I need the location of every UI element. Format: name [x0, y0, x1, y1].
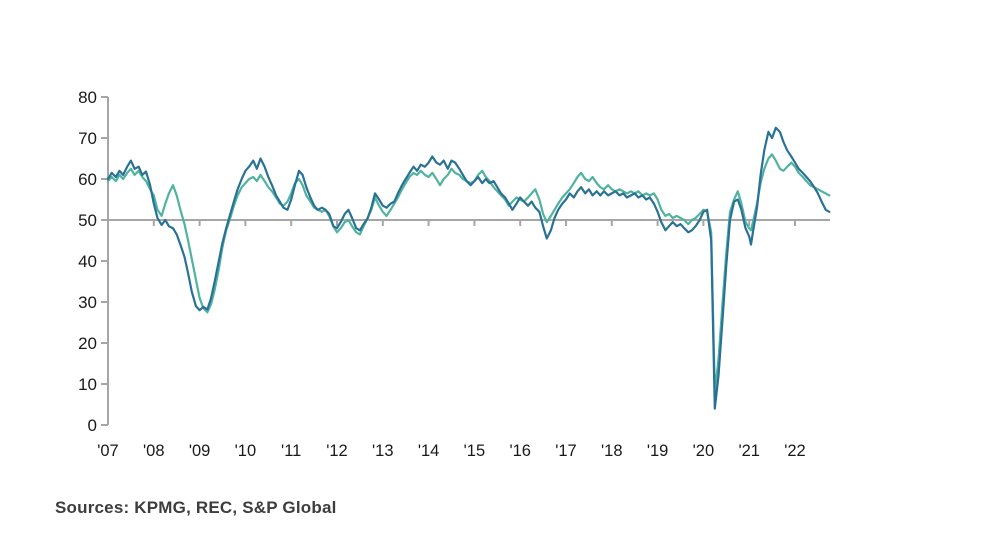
y-tick-label: 30 — [78, 293, 97, 312]
x-tick-label: '22 — [784, 442, 806, 460]
y-tick-label: 10 — [78, 375, 97, 394]
x-tick-label: '11 — [281, 442, 301, 460]
x-tick-label: '17 — [555, 442, 577, 460]
x-tick-label: '10 — [235, 442, 257, 460]
x-tick-label: '13 — [372, 442, 394, 460]
x-tick-label: '09 — [189, 442, 211, 460]
y-tick-label: 20 — [78, 334, 97, 353]
x-tick-label: '16 — [509, 442, 531, 460]
source-attribution: Sources: KPMG, REC, S&P Global — [55, 498, 337, 517]
x-tick-label: '12 — [326, 442, 348, 460]
x-tick-label: '14 — [418, 442, 440, 460]
x-tick-label: '15 — [464, 442, 486, 460]
x-tick-label: '21 — [738, 442, 760, 460]
y-tick-label: 50 — [78, 211, 97, 230]
y-tick-label: 40 — [78, 252, 97, 271]
series-dark-blue-line — [106, 126, 831, 410]
y-tick-label: 60 — [78, 170, 97, 189]
y-tick-label: 0 — [88, 416, 97, 435]
x-tick-label: '08 — [143, 442, 165, 460]
x-tick-label: '07 — [97, 442, 119, 460]
y-tick-label: 80 — [78, 88, 97, 107]
y-tick-label: 70 — [78, 129, 97, 148]
x-tick-label: '20 — [693, 442, 715, 460]
x-tick-label: '19 — [647, 442, 669, 460]
x-tick-label: '18 — [601, 442, 623, 460]
